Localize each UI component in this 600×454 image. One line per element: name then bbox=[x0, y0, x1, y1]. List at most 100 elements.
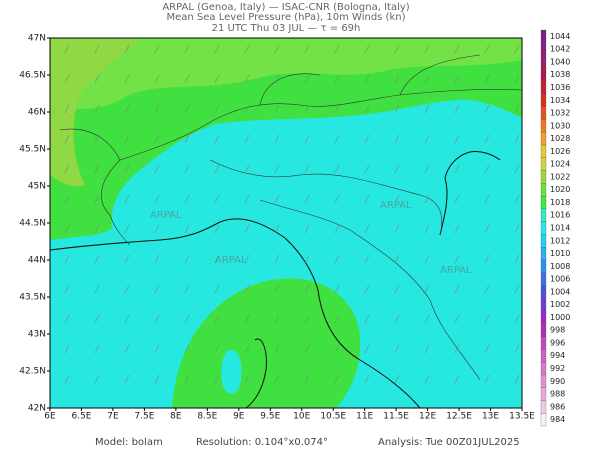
lon-label: 7.5E bbox=[134, 412, 154, 422]
colorbar-swatch bbox=[540, 132, 547, 146]
wind-barb bbox=[304, 194, 310, 204]
wind-barb bbox=[274, 134, 280, 144]
colorbar-label: 998 bbox=[550, 326, 565, 335]
colorbar-swatch bbox=[540, 195, 547, 209]
lat-label: 45N bbox=[28, 182, 46, 192]
wind-barb bbox=[154, 314, 160, 324]
wind-barb bbox=[184, 74, 190, 84]
colorbar-label: 1036 bbox=[550, 83, 570, 92]
wind-barb bbox=[394, 104, 400, 114]
wind-barb bbox=[484, 284, 490, 294]
wind-barb bbox=[94, 134, 100, 144]
wind-barb bbox=[94, 374, 100, 384]
lon-label: 12.5E bbox=[446, 412, 472, 422]
watermark: ARPAL bbox=[380, 200, 412, 211]
wind-barb bbox=[154, 44, 160, 54]
wind-barb bbox=[274, 194, 280, 204]
wind-barb bbox=[214, 284, 220, 294]
colorbar-label: 1040 bbox=[550, 57, 570, 66]
watermark: ARPAL bbox=[215, 255, 247, 266]
colorbar-swatch bbox=[540, 144, 547, 158]
wind-barb bbox=[454, 224, 460, 234]
wind-barb bbox=[304, 104, 310, 114]
colorbar-label: 1022 bbox=[550, 172, 570, 181]
wind-barb bbox=[154, 224, 160, 234]
wind-barb bbox=[154, 194, 160, 204]
wind-barb bbox=[154, 134, 160, 144]
wind-barb bbox=[244, 44, 250, 54]
wind-barb bbox=[334, 134, 340, 144]
wind-barb bbox=[154, 104, 160, 114]
wind-barb bbox=[394, 374, 400, 384]
wind-barb bbox=[394, 224, 400, 234]
wind-barb bbox=[514, 194, 520, 204]
wind-barb bbox=[454, 344, 460, 354]
colorbar-label: 1016 bbox=[550, 211, 570, 220]
wind-barb bbox=[124, 44, 130, 54]
lon-label: 10E bbox=[293, 412, 310, 422]
lon-label: 12E bbox=[419, 412, 436, 422]
wind-barb bbox=[454, 134, 460, 144]
wind-barb bbox=[64, 224, 70, 234]
wind-barb bbox=[484, 254, 490, 264]
colorbar-swatch bbox=[540, 80, 547, 95]
wind-barb bbox=[64, 164, 70, 174]
colorbar-swatch bbox=[540, 400, 547, 414]
wind-barb bbox=[304, 44, 310, 54]
wind-barb bbox=[64, 374, 70, 384]
colorbar-label: 1038 bbox=[550, 70, 570, 79]
wind-barb bbox=[274, 74, 280, 84]
wind-barb bbox=[274, 254, 280, 264]
lon-label: 11.5E bbox=[383, 412, 409, 422]
wind-barb bbox=[124, 134, 130, 144]
wind-barb bbox=[394, 134, 400, 144]
footer-resolution: Resolution: 0.104°x0.074° bbox=[196, 437, 328, 448]
pressure-band bbox=[50, 38, 140, 187]
wind-barb bbox=[304, 284, 310, 294]
wind-barb bbox=[244, 284, 250, 294]
footer-analysis: Analysis: Tue 00Z01JUL2025 bbox=[378, 437, 520, 448]
colorbar-label: 1028 bbox=[550, 134, 570, 143]
colorbar-swatch bbox=[540, 93, 547, 107]
wind-barb bbox=[334, 194, 340, 204]
colorbar-swatch bbox=[540, 285, 547, 299]
header-line: 21 UTC Thu 03 JUL — τ = 69h bbox=[212, 23, 361, 34]
wind-barb bbox=[394, 344, 400, 354]
wind-barb bbox=[454, 284, 460, 294]
lat-label: 43N bbox=[28, 330, 46, 340]
watermark: ARPAL bbox=[150, 210, 182, 221]
wind-barb bbox=[514, 344, 520, 354]
lat-label: 44.5N bbox=[19, 219, 46, 229]
wind-barb bbox=[394, 44, 400, 54]
wind-barb bbox=[274, 104, 280, 114]
wind-barb bbox=[364, 284, 370, 294]
wind-barb bbox=[364, 134, 370, 144]
wind-barb bbox=[334, 374, 340, 384]
lon-label: 13E bbox=[482, 412, 499, 422]
wind-barb bbox=[334, 164, 340, 174]
coastline bbox=[439, 151, 501, 236]
colorbar-label: 1034 bbox=[550, 96, 570, 105]
wind-barb bbox=[214, 74, 220, 84]
wind-barb bbox=[364, 374, 370, 384]
colorbar-swatch bbox=[540, 259, 547, 273]
wind-barb bbox=[484, 374, 490, 384]
footer-model: Model: bolam bbox=[95, 437, 163, 448]
header-line: ARPAL (Genoa, Italy) — ISAC-CNR (Bologna… bbox=[162, 2, 409, 13]
wind-barb bbox=[64, 284, 70, 294]
wind-barb bbox=[424, 314, 430, 324]
wind-barb bbox=[64, 254, 70, 264]
colorbar-label: 1042 bbox=[550, 45, 570, 54]
wind-barb bbox=[64, 194, 70, 204]
wind-barb bbox=[514, 44, 520, 54]
wind-barb bbox=[424, 284, 430, 294]
pressure-band bbox=[221, 349, 242, 394]
wind-barb bbox=[184, 164, 190, 174]
wind-barb bbox=[64, 44, 70, 54]
colorbar-swatch bbox=[540, 413, 547, 427]
lon-label: 6.5E bbox=[71, 412, 91, 422]
wind-barb bbox=[454, 374, 460, 384]
colorbar-label: 1010 bbox=[550, 249, 570, 258]
wind-barb bbox=[364, 344, 370, 354]
